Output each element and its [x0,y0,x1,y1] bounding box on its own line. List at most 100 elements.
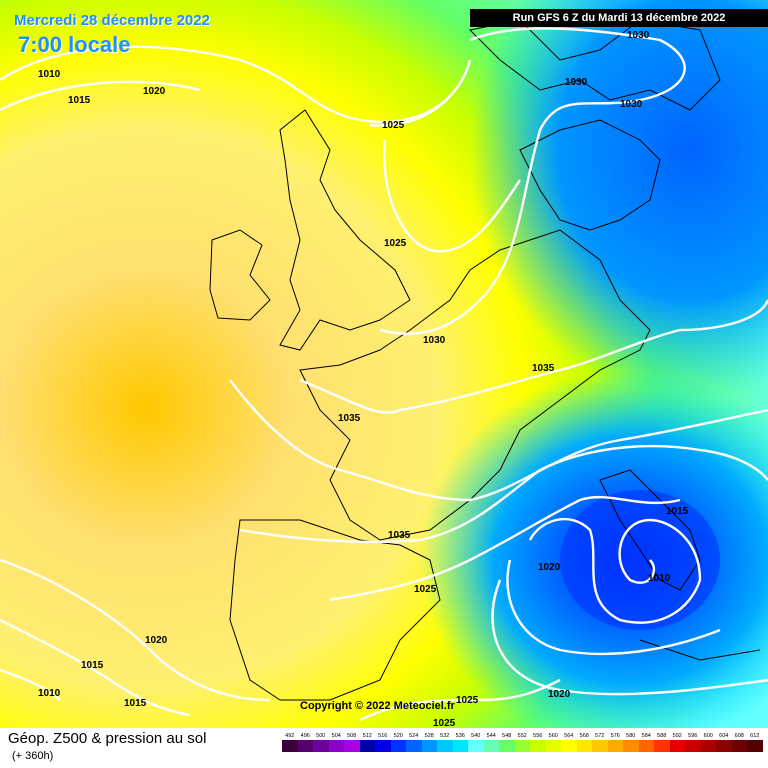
legend-label: 528 [424,733,434,739]
legend-item: 576 [607,733,623,752]
isobar-1015-low [506,559,721,656]
legend-label: 500 [316,733,326,739]
legend-label: 604 [719,733,729,739]
legend-swatch [421,740,437,752]
legend-label: 596 [688,733,698,739]
legend-swatch [545,740,561,752]
legend-item: 588 [654,733,670,752]
legend-swatch [344,740,360,752]
france-coast [299,229,651,541]
weather-map: 1010 1015 1020 1025 1025 1030 1030 1030 … [0,0,768,728]
legend-label: 544 [486,733,496,739]
legend-item: 504 [328,733,344,752]
legend-label: 580 [626,733,636,739]
legend-swatch [313,740,329,752]
isobar-1025-north [369,59,521,253]
legend-item: 536 [452,733,468,752]
legend-item: 492 [282,733,298,752]
legend-item: 520 [390,733,406,752]
legend-label: 512 [362,733,372,739]
legend-swatch [638,740,654,752]
isobar-label: 1035 [532,363,555,374]
isobar-label: 1015 [124,698,147,709]
isobar-1025-bottom [359,678,561,722]
legend-swatch [669,740,685,752]
legend-label: 552 [517,733,527,739]
legend-item: 612 [747,733,763,752]
legend-swatch [359,740,375,752]
isobar-label: 1025 [384,238,407,249]
legend-item: 604 [716,733,732,752]
isobar-1015-west [0,618,191,717]
legend-swatch [747,740,763,752]
isobar-1025-south [329,495,681,602]
isobar-label: 1030 [565,77,588,88]
isobar-label: 1010 [648,573,671,584]
legend-label: 532 [440,733,450,739]
trough-core-fill [560,490,720,630]
isobars [0,27,768,722]
forecast-date-title: Mercredi 28 décembre 2022 [14,12,210,29]
legend-label: 536 [455,733,465,739]
legend-item: 512 [359,733,375,752]
legend-swatch [483,740,499,752]
isobar-label: 1030 [423,335,446,346]
legend-item: 584 [638,733,654,752]
isobar-label: 1015 [81,660,104,671]
legend-item: 552 [514,733,530,752]
legend-item: 608 [731,733,747,752]
legend-swatch [731,740,747,752]
legend-swatch [328,740,344,752]
isobar-label: 1025 [456,695,479,706]
legend-label: 576 [610,733,620,739]
legend-swatch [561,740,577,752]
isobar-1030 [379,27,686,335]
isobar-label: 1030 [620,99,643,110]
legend-item: 592 [669,733,685,752]
legend-item: 596 [685,733,701,752]
legend-label: 600 [703,733,713,739]
legend-swatch [592,740,608,752]
italy-coast [599,469,701,591]
ireland-coast [209,229,271,321]
legend-label: 608 [734,733,744,739]
legend-item: 524 [406,733,422,752]
isobar-label: 1010 [38,688,61,699]
legend-item: 580 [623,733,639,752]
legend-label: 540 [471,733,481,739]
coastlines [209,19,761,701]
legend-item: 560 [545,733,561,752]
isobar-label: 1025 [433,718,456,728]
legend-swatch [406,740,422,752]
legend-swatch [468,740,484,752]
legend-swatch [514,740,530,752]
forecast-time-title: 7:00 locale [18,32,131,57]
color-scale-legend: 492 496 500 504 508 512 516 520 524 528 532 536 540 5… [282,733,763,752]
legend-swatch [576,740,592,752]
isobar-label-group: 1010 1015 1020 1025 1025 1030 1030 1030 … [38,30,689,728]
legend-swatch [437,740,453,752]
legend-label: 588 [657,733,667,739]
legend-item: 532 [437,733,453,752]
legend-label: 556 [533,733,543,739]
legend-item: 564 [561,733,577,752]
isobar-label: 1010 [38,69,61,80]
isobar-1015-north [0,80,201,112]
isobar-1030-south [239,444,768,544]
legend-item: 572 [592,733,608,752]
legend-label: 548 [502,733,512,739]
scandinavia-coast [468,19,721,111]
legend-swatch [390,740,406,752]
legend-label: 564 [564,733,574,739]
legend-label: 612 [750,733,760,739]
legend-item: 556 [530,733,546,752]
isobar-label: 1020 [538,562,561,573]
isobar-label: 1015 [68,95,91,106]
legend-item: 516 [375,733,391,752]
isobar-label: 1025 [382,120,405,131]
legend-item: 508 [344,733,360,752]
legend-item: 496 [297,733,313,752]
legend-swatch [716,740,732,752]
legend-label: 492 [285,733,295,739]
isobar-1010-low [528,517,702,624]
